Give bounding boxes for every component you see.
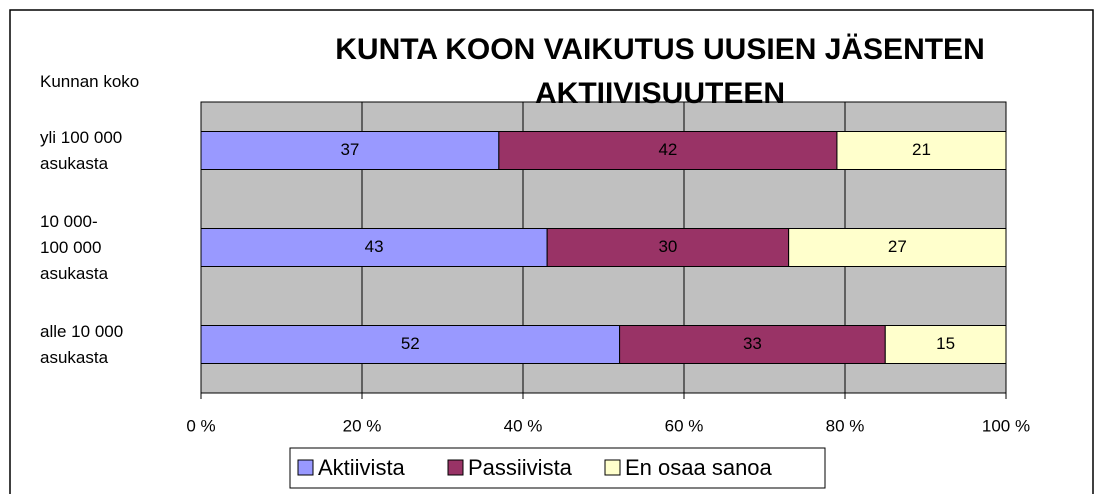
y-tick-label: yli 100 000 asukasta xyxy=(40,127,123,173)
y-tick-label: 10 000-100 000 asukasta xyxy=(40,211,109,283)
bar-segment xyxy=(619,325,886,364)
bar-segment xyxy=(200,325,621,364)
category-label-box: 10 000-100 000 asukasta xyxy=(40,199,190,296)
x-tick-label: 100 % xyxy=(982,416,1030,435)
bar-segment xyxy=(498,131,838,170)
bar-segment xyxy=(836,131,1007,170)
category-label-box: alle 10 000 asukasta xyxy=(40,296,190,393)
legend-swatch xyxy=(297,459,314,476)
bar-segment xyxy=(200,228,548,267)
chart-frame xyxy=(9,9,1094,494)
x-tick-label: 0 % xyxy=(186,416,215,435)
bar-segment xyxy=(200,131,500,170)
y-tick-label: alle 10 000 asukasta xyxy=(40,321,124,367)
data-label: 52 xyxy=(401,334,420,353)
legend-label: Aktiivista xyxy=(318,455,406,480)
category-label-box: yli 100 000 asukasta xyxy=(40,102,190,199)
chart-title: KUNTA KOON VAIKUTUS UUSIEN JÄSENTEN AKTI… xyxy=(335,33,985,110)
legend-swatch xyxy=(604,459,621,476)
legend-label: Passiivista xyxy=(468,455,573,480)
data-label: 42 xyxy=(658,140,677,159)
x-tick-label: 40 % xyxy=(504,416,543,435)
legend-label: En osaa sanoa xyxy=(625,455,773,480)
data-label: 21 xyxy=(912,140,931,159)
legend: Aktiivista Passiivista En osaa sanoa xyxy=(289,447,826,489)
bar-segment xyxy=(546,228,790,267)
data-label: 37 xyxy=(340,140,359,159)
bar-segment xyxy=(884,325,1007,364)
legend-frame xyxy=(289,447,826,489)
data-label: 30 xyxy=(658,237,677,256)
data-label: 15 xyxy=(936,334,955,353)
y-axis-label: Kunnan koko xyxy=(40,72,140,91)
x-tick-label: 60 % xyxy=(665,416,704,435)
x-tick-label: 80 % xyxy=(826,416,865,435)
bar-segment xyxy=(788,228,1007,267)
data-label: 43 xyxy=(365,237,384,256)
data-label: 33 xyxy=(743,334,762,353)
data-label: 27 xyxy=(888,237,907,256)
legend-swatch xyxy=(447,459,464,476)
x-tick-label: 20 % xyxy=(343,416,382,435)
